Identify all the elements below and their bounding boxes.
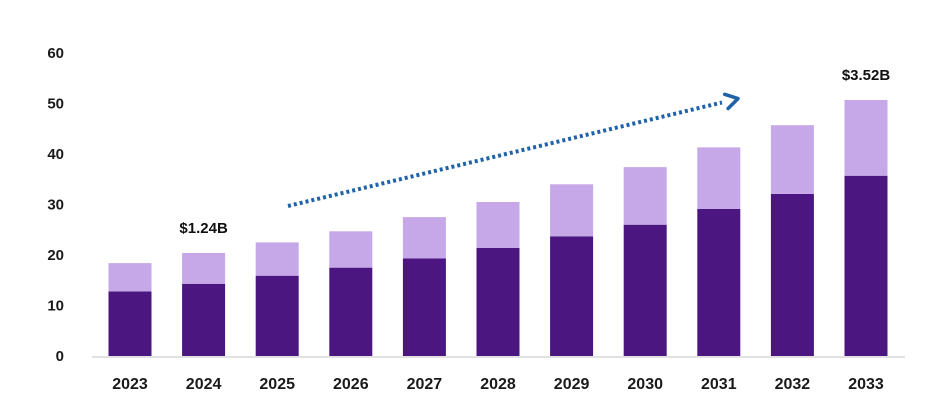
bar-segment — [623, 224, 667, 356]
x-tick-label: 2026 — [333, 376, 369, 393]
y-tick-label: 20 — [47, 247, 64, 264]
x-tick-label: 2032 — [775, 376, 811, 393]
bar-segment — [476, 202, 520, 248]
x-tick-label: 2024 — [186, 376, 222, 393]
y-tick-label: 10 — [47, 298, 64, 315]
x-tick-label: 2030 — [627, 376, 663, 393]
trend-arrow-line — [287, 100, 723, 208]
x-tick-label: 2028 — [480, 376, 516, 393]
bar-segment — [476, 247, 520, 356]
bar-segment — [182, 253, 226, 284]
bar-segment — [329, 267, 373, 356]
bar-segment — [623, 167, 667, 225]
y-tick-label: 60 — [47, 45, 64, 62]
y-tick-label: 30 — [47, 197, 64, 214]
bar-segment — [697, 147, 741, 209]
bar-segment — [697, 209, 741, 356]
value-annotation: $1.24B — [179, 220, 228, 237]
bar-segment — [329, 231, 373, 268]
x-tick-label: 2027 — [407, 376, 443, 393]
bar-segment — [402, 258, 446, 356]
y-tick-label: 40 — [47, 146, 64, 163]
bar-segment — [844, 175, 888, 356]
bar-segment — [770, 193, 814, 356]
y-tick-label: 0 — [56, 348, 64, 365]
bar-segment — [108, 291, 152, 356]
x-tick-label: 2029 — [554, 376, 590, 393]
bar-segment — [550, 184, 594, 237]
bar-segment — [182, 283, 226, 356]
value-annotation: $3.52B — [842, 67, 891, 84]
bar-segment — [770, 125, 814, 194]
trend-arrow-head — [722, 92, 740, 111]
x-tick-label: 2023 — [112, 376, 148, 393]
bar-segment — [402, 217, 446, 259]
x-tick-label: 2033 — [848, 376, 884, 393]
x-tick-label: 2025 — [259, 376, 295, 393]
bar-segment — [255, 242, 299, 276]
bar-segment — [108, 263, 152, 292]
bar-segment — [844, 100, 888, 176]
x-tick-label: 2031 — [701, 376, 737, 393]
bar-segment — [255, 275, 299, 356]
bar-segment — [550, 236, 594, 356]
y-tick-label: 50 — [47, 96, 64, 113]
